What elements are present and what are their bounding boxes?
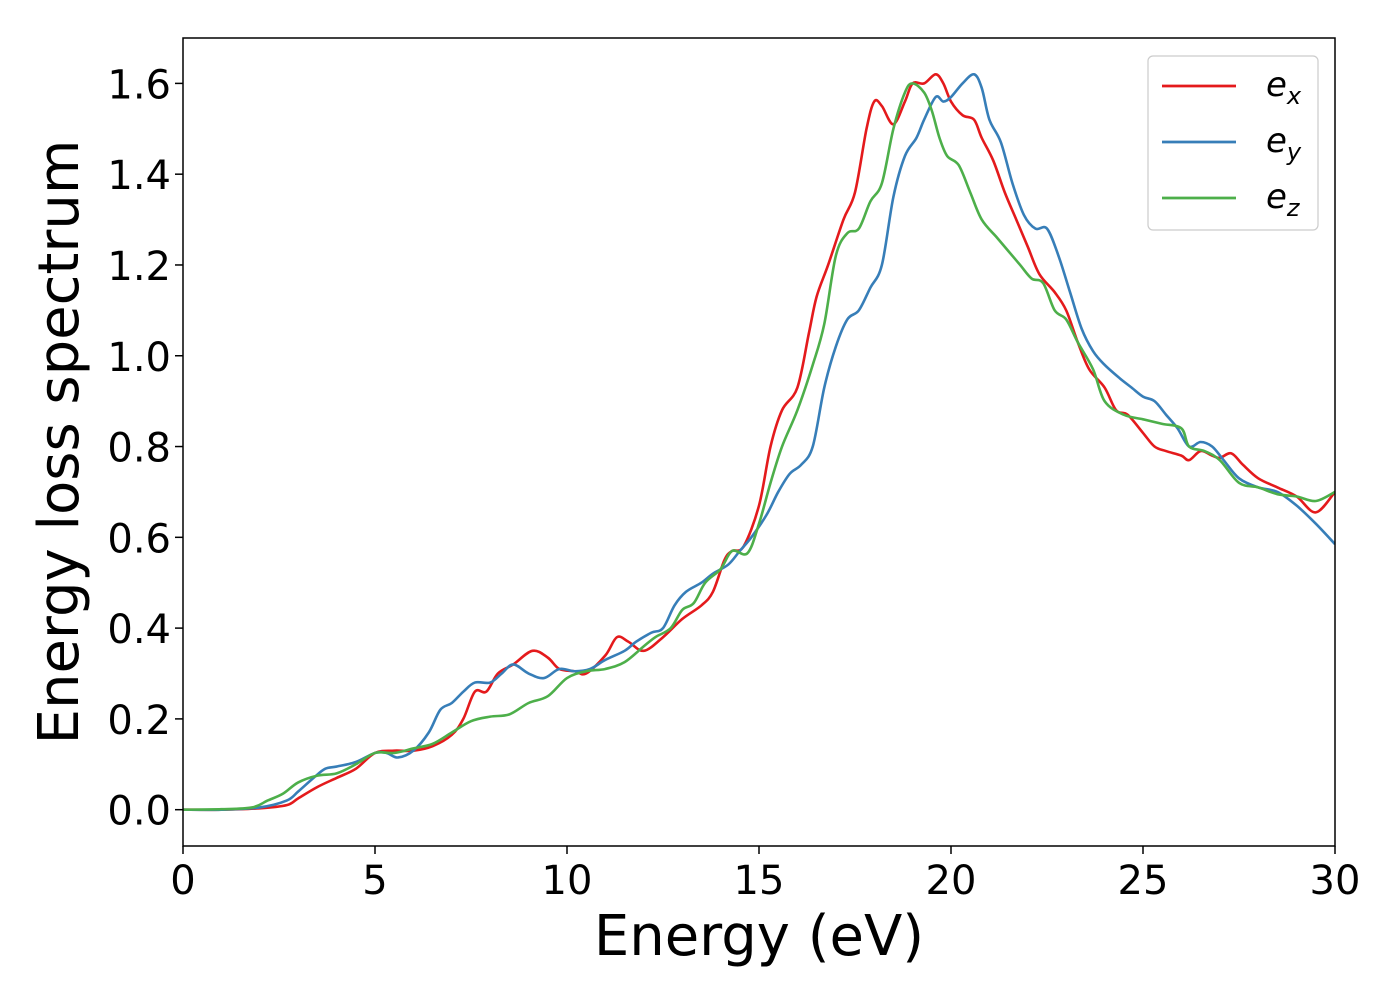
y-axis: 0.0 0.2 0.4 0.6 0.8 1.0 1.2 1.4 1.6 (107, 62, 183, 835)
y-tick-label: 1.4 (107, 153, 171, 199)
legend-entry-z: ez (1162, 177, 1301, 222)
series-line-z (183, 82, 1335, 811)
y-tick-label: 0.8 (107, 426, 171, 472)
x-tick-label: 0 (170, 858, 195, 904)
y-tick-label: 0.2 (107, 698, 171, 744)
x-tick-label: 15 (734, 858, 785, 904)
y-tick-label: 0.4 (107, 607, 171, 653)
y-tick-label: 0.0 (107, 789, 171, 835)
x-axis: 0 5 10 15 20 25 30 (170, 846, 1360, 904)
legend-label: ex (1266, 65, 1302, 110)
y-tick-label: 0.6 (107, 516, 171, 562)
y-tick-label: 1.6 (107, 62, 171, 108)
legend-label: ey (1266, 121, 1302, 166)
x-tick-label: 30 (1310, 858, 1361, 904)
x-axis-title: Energy (eV) (594, 904, 924, 969)
y-tick-label: 1.0 (107, 335, 171, 381)
y-axis-title: Energy loss spectrum (27, 140, 92, 745)
legend-label: ez (1266, 177, 1301, 222)
x-tick-label: 25 (1118, 858, 1169, 904)
x-tick-label: 5 (362, 858, 387, 904)
legend-entry-x: ex (1162, 65, 1302, 110)
legend-entry-y: ey (1162, 121, 1302, 166)
series-line-y (183, 73, 1335, 812)
x-tick-label: 20 (926, 858, 977, 904)
x-tick-label: 10 (542, 858, 593, 904)
series-line-x (183, 73, 1335, 812)
y-tick-label: 1.2 (107, 244, 171, 290)
series-layer (183, 73, 1335, 812)
legend: ex ey ez (1147, 55, 1319, 231)
